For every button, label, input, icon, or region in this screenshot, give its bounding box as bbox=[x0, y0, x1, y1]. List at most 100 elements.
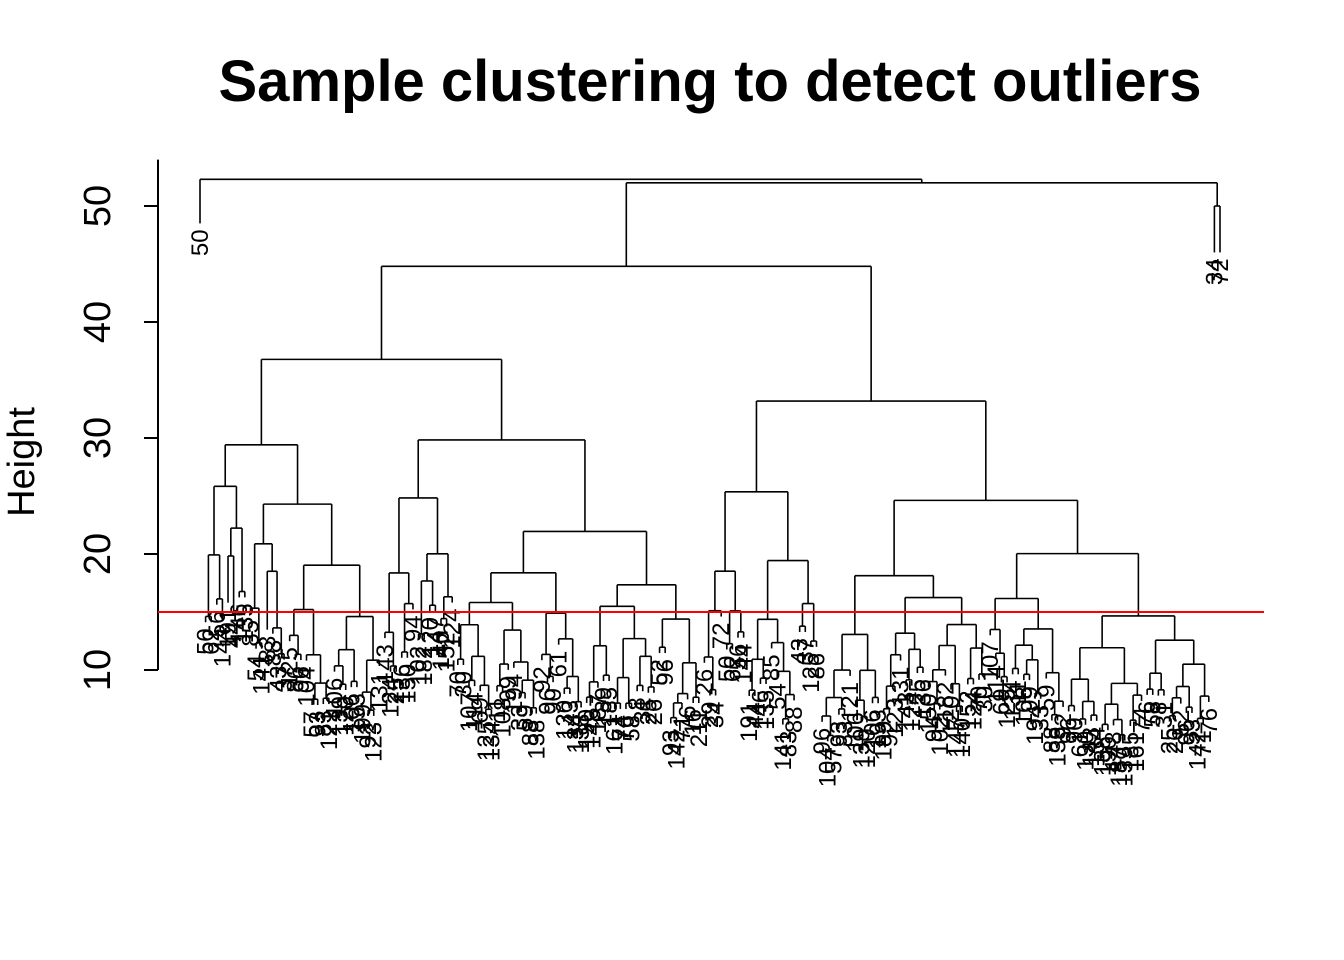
leaf-label: 194 bbox=[501, 674, 528, 714]
leaf-label: 104 bbox=[815, 747, 842, 787]
leaf-label: 33 bbox=[506, 704, 533, 731]
leaf-label: 102 bbox=[927, 716, 954, 756]
leaf-label: 76 bbox=[613, 715, 640, 742]
leaf-label: 143 bbox=[1078, 727, 1105, 767]
leaf-label: 121 bbox=[837, 682, 864, 722]
leaf-label: 199 bbox=[871, 721, 898, 761]
leaf-label: 96 bbox=[534, 688, 561, 715]
leaf-label: 125 bbox=[994, 688, 1021, 728]
leaf-label: 62 bbox=[719, 655, 746, 682]
leaf-label: 92 bbox=[876, 721, 903, 748]
leaf-label: 96 bbox=[652, 659, 679, 686]
y-tick-label: 30 bbox=[77, 417, 119, 459]
leaf-label: 31 bbox=[630, 697, 657, 724]
leaf-label: 150 bbox=[916, 693, 943, 733]
leaf-label: 125 bbox=[473, 721, 500, 761]
leaf-label: 96 bbox=[288, 666, 315, 693]
leaf-label: 191 bbox=[215, 609, 242, 649]
leaf-label: 106 bbox=[860, 709, 887, 749]
leaf-label: 86 bbox=[282, 666, 309, 693]
leaf-label: 96 bbox=[1173, 719, 1200, 746]
leaf-label: 69 bbox=[467, 697, 494, 724]
leaf-label: 148 bbox=[579, 709, 606, 749]
leaf-label: 104 bbox=[293, 667, 320, 707]
leaf-label: 72 bbox=[1207, 258, 1234, 285]
y-tick-label: 20 bbox=[77, 533, 119, 575]
leaf-label: 29 bbox=[697, 701, 724, 728]
leaf-label: 59 bbox=[1033, 685, 1060, 712]
leaf-label: 88 bbox=[518, 720, 545, 747]
leaf-label: 136 bbox=[910, 679, 937, 719]
y-tick-label: 40 bbox=[77, 301, 119, 343]
leaf-label: 76 bbox=[675, 705, 702, 732]
leaf-label: 50 bbox=[187, 229, 214, 256]
leaf-label: 138 bbox=[523, 720, 550, 760]
leaf-label: 26 bbox=[691, 669, 718, 696]
leaf-label: 61 bbox=[546, 651, 573, 678]
leaf-label: 125 bbox=[798, 653, 825, 693]
leaf-label: 31 bbox=[1151, 702, 1178, 729]
leaf-label: 135 bbox=[232, 603, 259, 643]
leaf-label: 140 bbox=[428, 630, 455, 670]
leaf-label: 92 bbox=[1050, 713, 1077, 740]
leaf-label: 144 bbox=[209, 627, 236, 667]
leaf-label: 138 bbox=[1044, 727, 1071, 767]
leaf-label: 8 bbox=[624, 697, 651, 710]
leaf-label: 25 bbox=[383, 678, 410, 705]
leaf-label: 62 bbox=[198, 628, 225, 655]
leaf-label: 59 bbox=[512, 704, 539, 731]
leaf-label: 135 bbox=[753, 690, 780, 730]
leaf-label: 120 bbox=[938, 696, 965, 736]
leaf-label: 199 bbox=[350, 704, 377, 744]
leaf-label: 83 bbox=[832, 721, 859, 748]
leaf-label: 85 bbox=[237, 620, 264, 647]
leaf-label: 16 bbox=[680, 709, 707, 736]
leaf-label: 92 bbox=[529, 666, 556, 693]
leaf-label: 54 bbox=[243, 655, 270, 682]
leaf-label: 114 bbox=[983, 665, 1010, 703]
leaf-label: 187 bbox=[1106, 747, 1133, 787]
leaf-label: 193 bbox=[344, 693, 371, 733]
leaf-label: 120 bbox=[854, 728, 881, 768]
leaf-label: 187 bbox=[585, 694, 612, 734]
leaf-label: 83 bbox=[310, 710, 337, 737]
leaf-label: 93 bbox=[826, 721, 853, 748]
leaf-label: 185 bbox=[1117, 732, 1144, 772]
leaf-label: 141 bbox=[770, 731, 797, 771]
leaf-label: 88 bbox=[1039, 727, 1066, 754]
leaf-label: 134 bbox=[562, 714, 589, 754]
leaf-label: 152 bbox=[955, 690, 982, 730]
leaf-label: 30 bbox=[450, 671, 477, 698]
leaf-label: 121 bbox=[316, 710, 343, 750]
leaf-label: 139 bbox=[1112, 747, 1139, 787]
leaf-label: 26 bbox=[641, 699, 668, 726]
leaf-label: 99 bbox=[1016, 686, 1043, 713]
leaf-label: 131 bbox=[888, 667, 915, 707]
leaf-label: 99 bbox=[495, 676, 522, 703]
leaf-label: 190 bbox=[574, 709, 601, 749]
leaf-label: 93 bbox=[1179, 719, 1206, 746]
leaf-label: 123 bbox=[882, 698, 909, 738]
leaf-label: 37 bbox=[271, 666, 298, 693]
leaf-label: 58 bbox=[619, 715, 646, 742]
leaf-label: 71 bbox=[669, 715, 696, 742]
leaf-label: 69 bbox=[988, 688, 1015, 715]
leaf-label: 61 bbox=[1067, 731, 1094, 758]
leaf-label: 124 bbox=[439, 609, 466, 649]
leaf-label: 182 bbox=[411, 646, 438, 686]
leaf-label: 83 bbox=[775, 731, 802, 758]
leaf-label: 106 bbox=[843, 712, 870, 752]
dendrogram-tree bbox=[199, 178, 1221, 742]
leaf-label: 34 bbox=[703, 701, 730, 728]
leaf-label: 120 bbox=[417, 617, 444, 657]
leaf-label: 139 bbox=[591, 687, 618, 727]
leaf-label: 52 bbox=[1168, 710, 1195, 737]
leaf-label: 147 bbox=[422, 617, 449, 657]
leaf-label: 130 bbox=[1072, 731, 1099, 771]
leaf-label: 11 bbox=[1005, 680, 1032, 705]
leaf-label: 120 bbox=[333, 696, 360, 736]
leaf-label: 108 bbox=[1011, 686, 1038, 726]
leaf-label: 161 bbox=[1123, 732, 1150, 772]
leaf-label: 43 bbox=[787, 638, 814, 665]
